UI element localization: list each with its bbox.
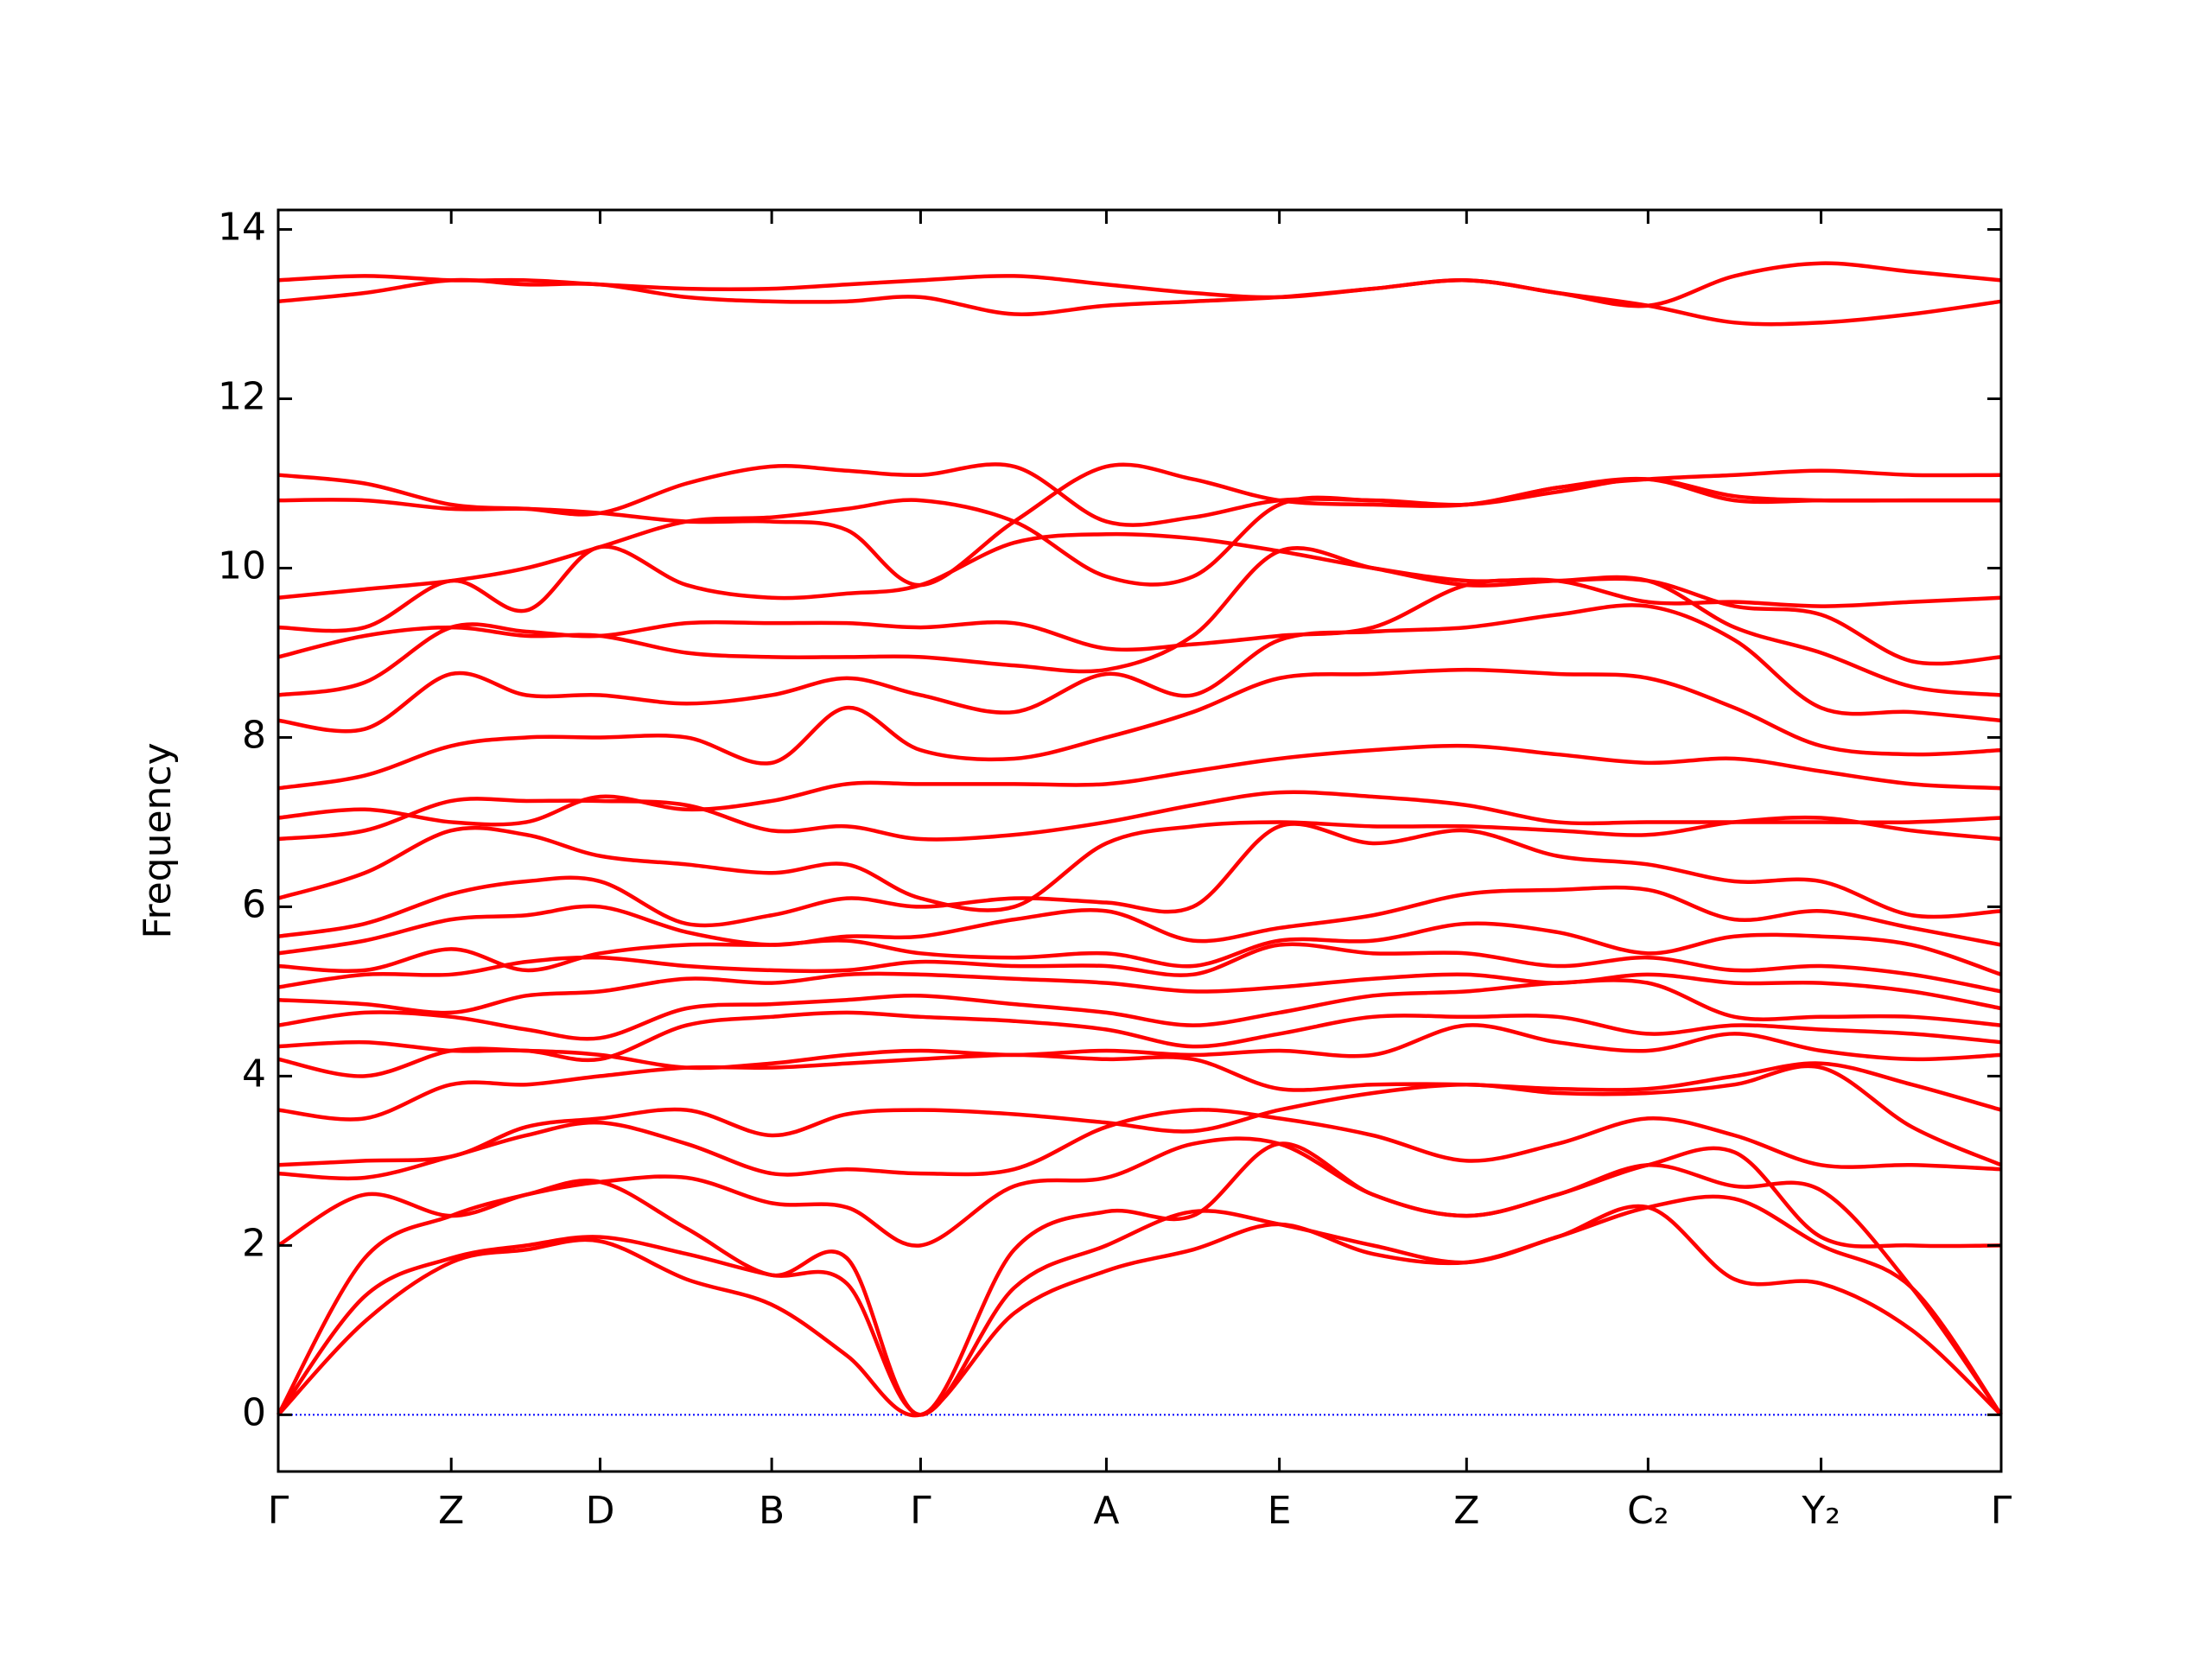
band-line — [276, 1136, 2002, 1249]
x-tick-label: Z — [1453, 1489, 1479, 1533]
x-tick-label: B — [759, 1489, 785, 1533]
band-line — [277, 1108, 2002, 1181]
band-line — [277, 1064, 2002, 1167]
band-line — [277, 477, 2001, 601]
y-tick-label: 10 — [218, 543, 266, 588]
x-tick-label: E — [1268, 1489, 1292, 1533]
y-tick-label: 2 — [242, 1221, 266, 1265]
x-tick-label: Γ — [1991, 1489, 2012, 1533]
band-line — [277, 942, 2002, 994]
x-tick-label: A — [1093, 1489, 1119, 1533]
x-tick-label: C₂ — [1627, 1489, 1669, 1533]
band-line — [277, 277, 2002, 327]
band-line — [277, 971, 2002, 1015]
band-line — [277, 743, 2002, 827]
band-line — [277, 885, 2002, 956]
x-tick-label: Γ — [268, 1489, 289, 1533]
band-line — [277, 1010, 2002, 1063]
y-tick-label: 12 — [218, 375, 266, 419]
band-line — [277, 822, 2002, 938]
y-tick-label: 4 — [242, 1052, 266, 1096]
x-tick-label: D — [586, 1489, 615, 1533]
x-tick-label: Y₂ — [1801, 1489, 1840, 1533]
x-tick-label: Z — [438, 1489, 464, 1533]
y-tick-label: 0 — [242, 1390, 266, 1434]
band-line — [276, 1194, 2003, 1417]
band-line — [277, 978, 2002, 1041]
x-tick-label: Γ — [910, 1489, 931, 1533]
band-line — [277, 531, 2002, 633]
band-line — [277, 603, 2002, 734]
band-line — [277, 790, 2002, 842]
band-line — [277, 575, 2002, 697]
y-tick-label: 6 — [242, 882, 266, 926]
band-line — [277, 921, 2002, 976]
band-line — [276, 1141, 2003, 1417]
y-tick-label: 8 — [242, 713, 266, 757]
band-line — [277, 1052, 2002, 1122]
y-tick-label: 14 — [218, 206, 266, 250]
y-axis-label: Frequency — [136, 742, 180, 938]
band-line — [277, 1023, 2002, 1078]
band-line — [277, 462, 2001, 527]
band-line — [276, 1204, 2003, 1418]
band-line — [277, 462, 2002, 588]
band-line — [277, 667, 2002, 791]
band-line — [277, 815, 2002, 912]
plot-frame — [276, 208, 2003, 1473]
band-line — [277, 261, 2002, 308]
